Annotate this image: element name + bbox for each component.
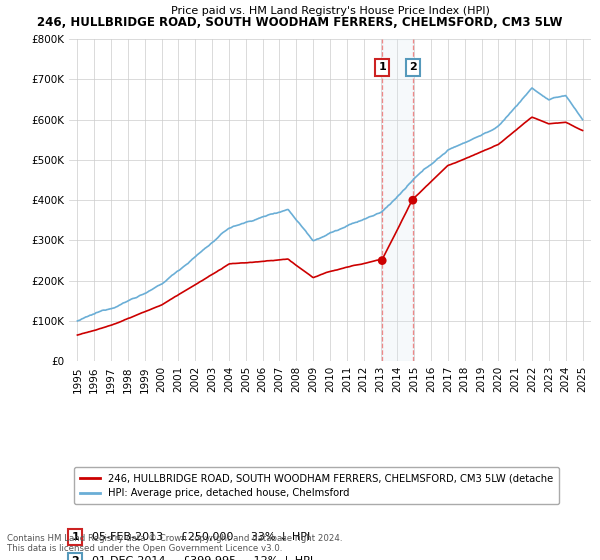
Text: 2: 2 (409, 62, 417, 72)
Legend: 246, HULLBRIDGE ROAD, SOUTH WOODHAM FERRERS, CHELMSFORD, CM3 5LW (detache, HPI: : 246, HULLBRIDGE ROAD, SOUTH WOODHAM FERR… (74, 468, 559, 505)
Point (377, 256, 387, 265)
Text: 2: 2 (71, 556, 79, 560)
Text: 1: 1 (379, 62, 386, 72)
Bar (382, 39, 413, 361)
Title: Price paid vs. HM Land Registry's House Price Index (HPI): Price paid vs. HM Land Registry's House … (170, 6, 490, 16)
Point (408, 196, 418, 205)
Text: Contains HM Land Registry data © Crown copyright and database right 2024.
This d: Contains HM Land Registry data © Crown c… (7, 534, 343, 553)
Text: 246, HULLBRIDGE ROAD, SOUTH WOODHAM FERRERS, CHELMSFORD, CM3 5LW: 246, HULLBRIDGE ROAD, SOUTH WOODHAM FERR… (37, 16, 563, 29)
Text: 01-DEC-2014     £399,995     12% ↓ HPI: 01-DEC-2014 £399,995 12% ↓ HPI (92, 556, 314, 560)
Text: 1: 1 (71, 531, 79, 542)
Text: 05-FEB-2013     £250,000     33% ↓ HPI: 05-FEB-2013 £250,000 33% ↓ HPI (92, 531, 311, 542)
